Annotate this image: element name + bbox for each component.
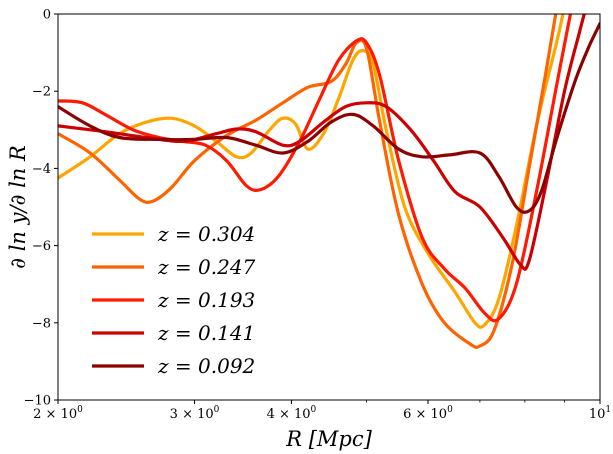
series-line-3 <box>58 14 573 323</box>
x-tick-label: 4 × 100 <box>267 405 317 422</box>
series-line-1 <box>58 14 565 329</box>
series-line-4 <box>58 14 586 271</box>
plot-frame <box>57 13 601 401</box>
legend-label-5: z = 0.092 <box>157 354 255 378</box>
ticks-layer: 0 −2 −4 −6 −8 −102 × 100 3 × 100 4 × 100 6 × 100… <box>24 8 612 423</box>
y-tick-label: −4 <box>32 162 51 177</box>
y-axis-label: ∂ ln y/∂ ln R <box>6 145 30 269</box>
x-tick-label: 6 × 100 <box>403 405 453 422</box>
legend: z = 0.304 z = 0.247 z = 0.193 z = 0.141 z = … <box>92 222 256 378</box>
x-tick-label: 3 × 100 <box>170 405 220 422</box>
legend-label-1: z = 0.304 <box>157 222 255 246</box>
series-line-5 <box>58 22 600 214</box>
y-tick-label: −2 <box>32 85 51 100</box>
series-layer <box>58 14 600 349</box>
x-tick-label: 101 <box>589 405 611 422</box>
x-tick-label: 2 × 100 <box>33 405 83 422</box>
x-axis-label: R [Mpc] <box>285 427 372 451</box>
y-tick-label: −8 <box>32 316 51 331</box>
y-tick-label: −6 <box>32 239 51 254</box>
y-tick-label: 0 <box>43 8 51 23</box>
legend-label-4: z = 0.141 <box>157 321 255 345</box>
legend-label-2: z = 0.247 <box>157 255 256 279</box>
legend-label-3: z = 0.193 <box>157 288 255 312</box>
series-line-2 <box>58 14 558 349</box>
y-tick-label: −10 <box>24 394 51 409</box>
